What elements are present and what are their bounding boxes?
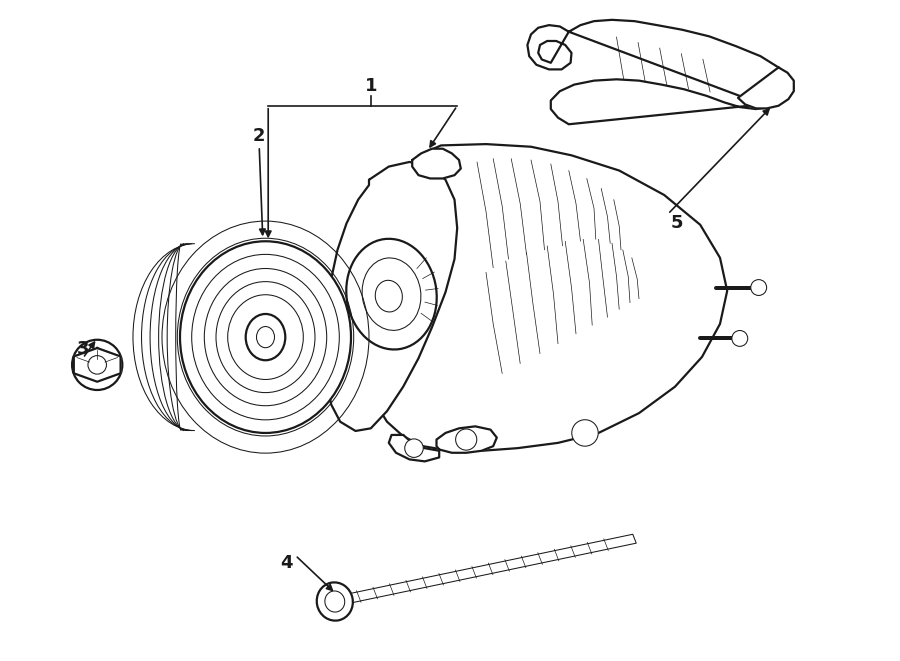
Circle shape [732, 330, 748, 346]
Polygon shape [436, 426, 497, 453]
Circle shape [751, 280, 767, 295]
Polygon shape [389, 435, 439, 461]
Text: 5: 5 [670, 214, 683, 233]
Polygon shape [324, 162, 457, 431]
Ellipse shape [362, 258, 421, 330]
Ellipse shape [180, 241, 351, 433]
Text: 4: 4 [280, 554, 292, 572]
Polygon shape [551, 20, 794, 124]
Polygon shape [333, 534, 636, 606]
Text: 1: 1 [364, 77, 377, 95]
Ellipse shape [256, 327, 274, 348]
Circle shape [72, 340, 122, 390]
Text: 2: 2 [253, 126, 266, 145]
Polygon shape [738, 67, 794, 108]
Text: 3: 3 [76, 340, 89, 358]
Circle shape [572, 420, 598, 446]
Ellipse shape [317, 582, 353, 621]
Polygon shape [367, 144, 727, 451]
Polygon shape [412, 149, 461, 178]
Ellipse shape [325, 591, 345, 612]
Ellipse shape [346, 239, 436, 350]
Polygon shape [527, 25, 572, 69]
Circle shape [405, 439, 423, 457]
Polygon shape [74, 348, 121, 382]
Circle shape [455, 429, 477, 450]
Circle shape [88, 356, 106, 374]
Ellipse shape [375, 280, 402, 312]
Ellipse shape [246, 314, 285, 360]
